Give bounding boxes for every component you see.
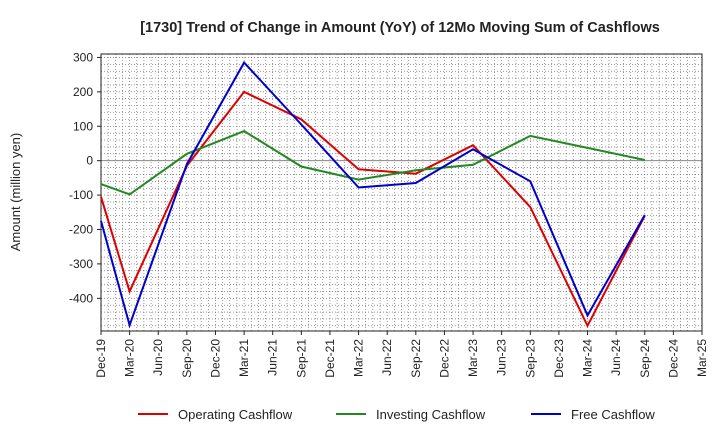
x-tick-label: Dec-21 — [323, 339, 337, 378]
x-tick-label: Sep-20 — [180, 339, 194, 378]
legend-label-operating-cashflow: Operating Cashflow — [178, 407, 293, 422]
y-tick-label: 100 — [73, 119, 93, 133]
x-tick-label: Mar-24 — [581, 339, 595, 377]
x-tick-label: Dec-19 — [94, 339, 108, 378]
y-tick-label: 300 — [73, 50, 93, 64]
x-tick-label: Sep-23 — [523, 339, 537, 378]
x-tick-label: Jun-20 — [151, 339, 165, 376]
x-tick-label: Mar-25 — [695, 339, 709, 377]
y-tick-label: -200 — [69, 222, 93, 236]
y-tick-label: -300 — [69, 257, 93, 271]
series-layer — [100, 60, 646, 329]
x-tick-label: Mar-23 — [466, 339, 480, 377]
y-tick-label: -100 — [69, 188, 93, 202]
x-tick-label: Mar-22 — [352, 339, 366, 377]
legend: Operating Cashflow Investing Cashflow Free… — [138, 407, 655, 422]
series-line-free-cashflow — [100, 60, 646, 329]
y-tick-label: -400 — [69, 291, 93, 305]
x-tick-label: Jun-23 — [495, 339, 509, 376]
series-line-investing-cashflow — [100, 129, 646, 196]
x-tick-label: Sep-22 — [409, 339, 423, 378]
y-axis-label: Amount (million yen) — [8, 133, 23, 252]
legend-label-investing-cashflow: Investing Cashflow — [376, 407, 486, 422]
x-tick-label: Jun-21 — [266, 339, 280, 376]
plot-frame — [100, 53, 703, 332]
y-tick-label: 0 — [86, 154, 93, 168]
series-line-operating-cashflow — [100, 90, 646, 329]
y-tick-label: 200 — [73, 85, 93, 99]
x-tick-label: Dec-24 — [666, 339, 680, 378]
x-tick-label: Mar-20 — [123, 339, 137, 377]
axis-layer: 300 200 100 0 -100 -200 -300 -400 Dec-19 Mar-20 Ju… — [69, 50, 709, 377]
x-tick-label: Jun-24 — [609, 339, 623, 376]
x-tick-label: Dec-23 — [552, 339, 566, 378]
x-tick-label: Jun-22 — [380, 339, 394, 376]
grid-layer — [100, 54, 703, 331]
x-tick-label: Dec-20 — [208, 339, 222, 378]
x-tick-label: Sep-21 — [294, 339, 308, 378]
x-tick-label: Dec-22 — [437, 339, 451, 378]
x-tick-label: Mar-21 — [237, 339, 251, 377]
chart-title: [1730] Trend of Change in Amount (YoY) o… — [140, 20, 660, 36]
legend-label-free-cashflow: Free Cashflow — [571, 407, 655, 422]
x-tick-label: Sep-24 — [638, 339, 652, 378]
